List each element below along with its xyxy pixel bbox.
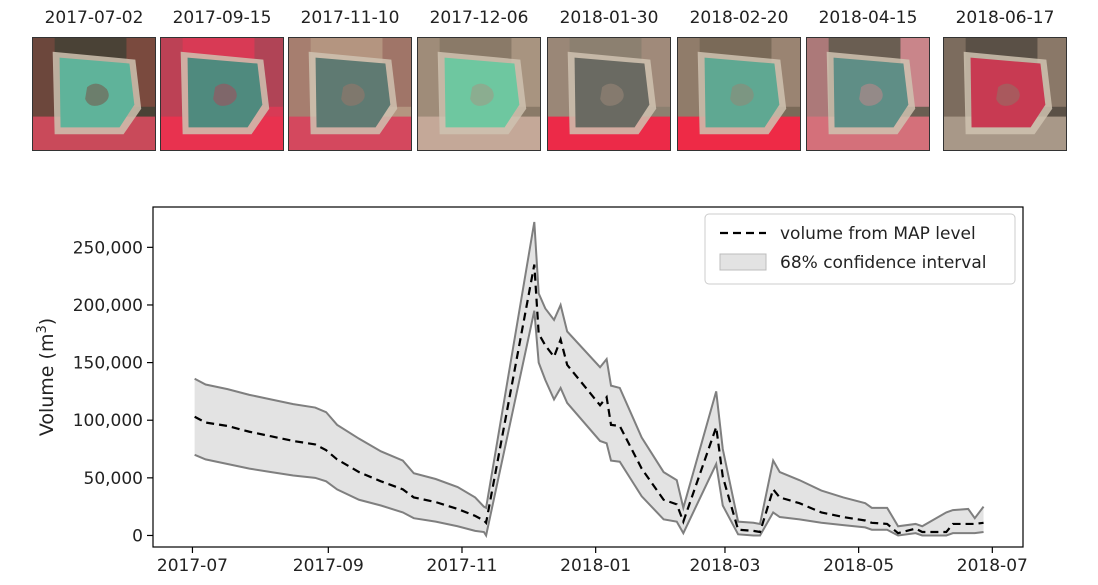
y-tick-label: 200,000: [73, 296, 143, 316]
thumbnail-strip: 2017-07-02 2017-09-15 2017-11-10 2017-12-06…: [0, 0, 1098, 160]
thumbnail-date: 2017-07-02: [44, 8, 144, 28]
thumbnail-date: 2018-01-30: [559, 8, 659, 28]
y-tick-label: 150,000: [73, 354, 143, 374]
x-tick-label: 2017-09: [293, 556, 364, 576]
x-tick-label: 2017-07: [157, 556, 228, 576]
x-tick-label: 2017-11: [426, 556, 497, 576]
y-tick-label: 250,000: [73, 238, 143, 258]
thumbnail-date: 2017-11-10: [300, 8, 400, 28]
x-tick-label: 2018-03: [689, 556, 760, 576]
thumbnail-date: 2017-12-06: [429, 8, 529, 28]
y-tick-label: 50,000: [84, 469, 143, 489]
satellite-image: [677, 37, 801, 151]
thumbnail-date: 2018-06-17: [955, 8, 1055, 28]
legend-band-swatch: [719, 253, 767, 271]
thumbnail-date: 2018-04-15: [818, 8, 918, 28]
x-tick-label: 2018-07: [957, 556, 1028, 576]
y-tick-label: 100,000: [73, 411, 143, 431]
legend-label-line: volume from MAP level: [780, 224, 976, 244]
y-axis-label: Volume (m3): [35, 318, 58, 436]
satellite-image: [943, 37, 1067, 151]
legend: volume from MAP level 68% confidence inte…: [704, 213, 1016, 285]
confidence-upper-edge: [194, 221, 985, 528]
thumbnail-date: 2018-02-20: [689, 8, 789, 28]
thumbnail-date: 2017-09-15: [172, 8, 272, 28]
x-tick-label: 2018-05: [823, 556, 894, 576]
map-volume-line: [194, 264, 984, 535]
satellite-image: [288, 37, 412, 151]
satellite-image: [417, 37, 541, 151]
confidence-lower-edge: [194, 310, 984, 539]
confidence-band: [194, 221, 984, 536]
y-tick-label: 0: [132, 526, 143, 546]
legend-box: [704, 213, 1016, 285]
satellite-image: [806, 37, 930, 151]
satellite-image: [160, 37, 284, 151]
satellite-image: [547, 37, 671, 151]
volume-chart: 0 50,000 100,000 150,000 200,000 250,000 2017-…: [35, 206, 1028, 576]
x-tick-label: 2018-01: [560, 556, 631, 576]
legend-label-band: 68% confidence interval: [780, 253, 986, 273]
satellite-image: [32, 37, 156, 151]
plot-frame: [152, 206, 1024, 548]
